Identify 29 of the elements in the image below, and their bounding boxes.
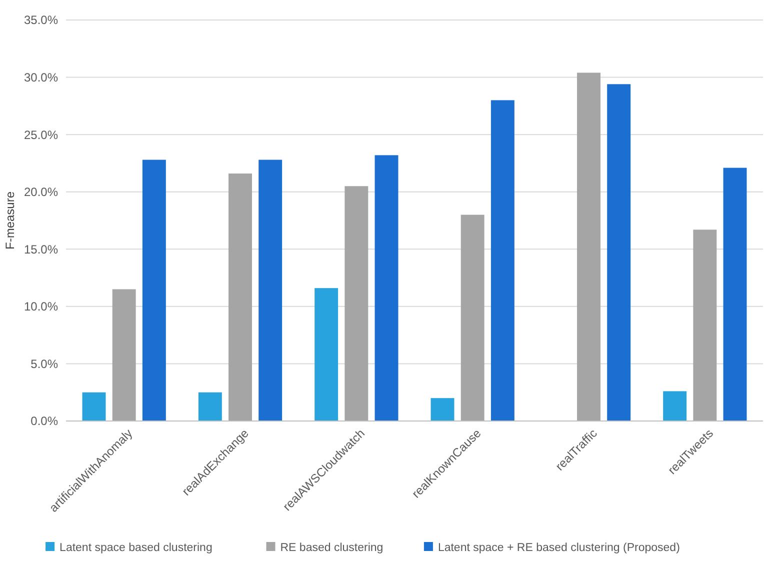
y-tick-label: 30.0% bbox=[24, 70, 58, 84]
bar bbox=[344, 186, 368, 421]
y-tick-label: 15.0% bbox=[24, 242, 58, 256]
bar bbox=[314, 288, 338, 421]
bar bbox=[460, 214, 484, 421]
y-tick-label: 10.0% bbox=[24, 300, 58, 314]
y-tick-label: 20.0% bbox=[24, 185, 58, 200]
bar bbox=[663, 391, 687, 421]
bar bbox=[430, 398, 454, 421]
y-tick-label: 5.0% bbox=[30, 356, 58, 371]
y-tick-label: 0.0% bbox=[30, 414, 58, 428]
legend-label: Latent space + RE based clustering (Proposed) bbox=[438, 542, 680, 554]
bar bbox=[258, 160, 282, 421]
bar bbox=[228, 174, 252, 421]
y-axis-title: F-measure bbox=[3, 191, 17, 250]
legend-label: Latent space based clustering bbox=[60, 542, 212, 554]
bar bbox=[112, 289, 136, 421]
bar bbox=[142, 160, 166, 421]
y-tick-label: 35.0% bbox=[24, 13, 58, 28]
y-tick-label: 25.0% bbox=[24, 128, 58, 142]
bar bbox=[82, 392, 106, 421]
bar bbox=[577, 72, 600, 421]
bar bbox=[693, 230, 717, 421]
bar bbox=[374, 155, 398, 421]
legend-label: RE based clustering bbox=[280, 542, 384, 554]
bar bbox=[723, 168, 747, 421]
bar bbox=[607, 84, 631, 421]
bar bbox=[490, 100, 514, 421]
bar bbox=[198, 392, 222, 421]
